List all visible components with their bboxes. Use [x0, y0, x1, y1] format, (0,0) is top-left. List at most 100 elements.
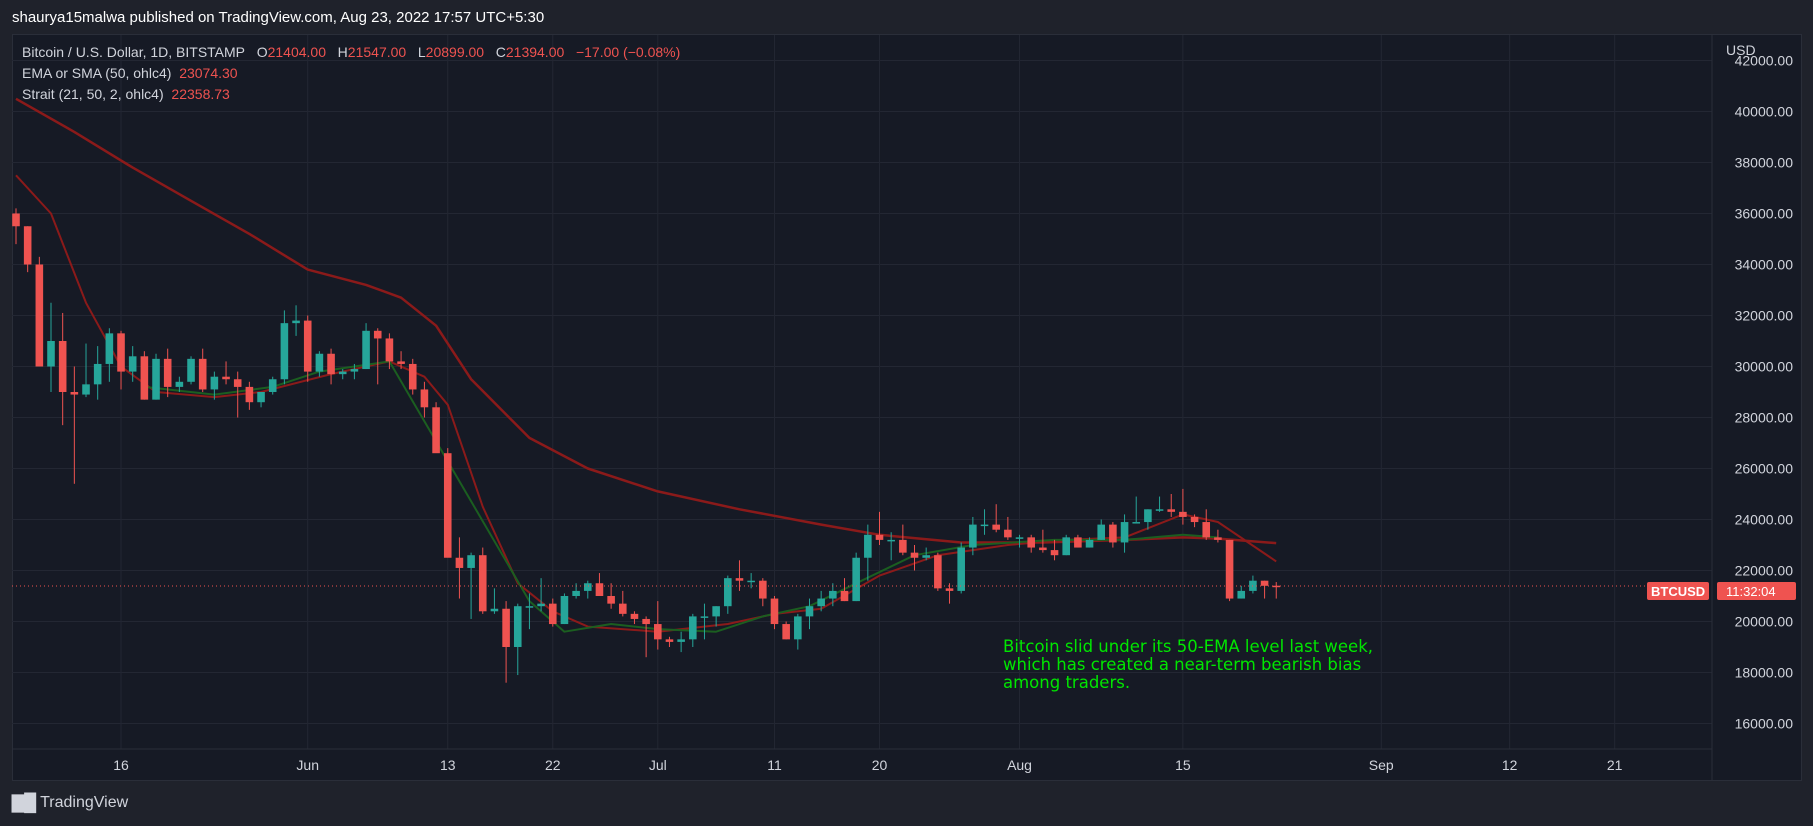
candle — [478, 547, 487, 614]
legend-strait-row[interactable]: Strait (21, 50, 2, ohlc4) 22358.73 — [22, 84, 680, 105]
candle — [1074, 534, 1082, 548]
indicator-line-2 — [144, 360, 1218, 633]
candle — [864, 524, 872, 581]
candle — [969, 516, 977, 556]
candle — [1004, 516, 1012, 540]
candle — [817, 590, 825, 612]
candle — [1132, 496, 1141, 524]
price-tick-label: 18000.00 — [1735, 665, 1794, 681]
candle — [350, 363, 359, 380]
candle — [163, 348, 172, 398]
candle-body — [735, 578, 744, 581]
chart-panel[interactable] — [12, 34, 1802, 781]
candle-body — [840, 590, 849, 602]
candle — [257, 392, 265, 408]
candle — [759, 578, 767, 607]
candle-body — [210, 376, 219, 390]
ema-label: EMA or SMA (50, ohlc4) — [22, 65, 172, 81]
candle — [455, 537, 464, 599]
candle — [1120, 514, 1129, 553]
candle — [23, 226, 32, 273]
candle-body — [198, 358, 207, 390]
candle — [899, 524, 907, 556]
candle — [700, 603, 709, 640]
candle-body — [829, 590, 837, 599]
candle — [548, 598, 557, 627]
candle-body — [945, 588, 954, 591]
candle — [128, 346, 137, 382]
candle-body — [864, 534, 872, 558]
candle — [910, 545, 919, 571]
candle — [1062, 534, 1070, 556]
candle — [689, 613, 697, 647]
candle-body — [397, 361, 405, 364]
candle-body — [93, 363, 102, 385]
candle-body — [1237, 590, 1246, 599]
candle-body — [420, 389, 429, 408]
candle — [922, 547, 930, 561]
candle-body — [327, 353, 335, 375]
candle-body — [140, 356, 149, 400]
candle — [58, 312, 67, 426]
price-tick-label: 40000.00 — [1735, 104, 1794, 120]
candle — [1085, 537, 1094, 548]
candles — [12, 208, 1281, 683]
candle-body — [1202, 522, 1211, 538]
candle-body — [583, 583, 592, 591]
candle-body — [455, 557, 464, 568]
legend-symbol-row: Bitcoin / U.S. Dollar, 1D, BITSTAMP O214… — [22, 42, 680, 63]
candle — [1179, 488, 1187, 525]
candle-body — [1039, 547, 1047, 551]
candle — [1249, 575, 1257, 594]
price-tick-label: 36000.00 — [1735, 206, 1794, 222]
candle — [140, 351, 149, 400]
currency-label: USD — [1726, 42, 1756, 58]
low-value: 20899.00 — [425, 44, 485, 60]
candle — [654, 601, 662, 650]
symbol-title[interactable]: Bitcoin / U.S. Dollar, 1D, BITSTAMP — [22, 44, 246, 60]
candle — [805, 598, 814, 630]
candle — [245, 381, 254, 410]
candle-body — [700, 616, 709, 618]
candle-body — [1109, 524, 1117, 543]
candle-body — [280, 323, 289, 380]
candle-body — [513, 606, 522, 647]
change-value: −17.00 (−0.08%) — [575, 44, 681, 60]
candle — [408, 358, 417, 395]
candle — [1190, 514, 1199, 528]
candle-body — [187, 358, 195, 382]
candle-body — [490, 608, 499, 612]
candle-body — [1225, 539, 1234, 599]
strait-label: Strait (21, 50, 2, ohlc4) — [22, 86, 164, 102]
legend-ema-row[interactable]: EMA or SMA (50, ohlc4) 23074.30 — [22, 63, 680, 84]
footer-brand[interactable]: ▇█ TradingView — [12, 793, 128, 813]
candle-body — [794, 616, 802, 640]
grid-lines — [12, 35, 1712, 749]
candle-body — [292, 320, 300, 324]
candle — [1214, 529, 1222, 543]
candle-body — [1062, 537, 1070, 556]
time-tick-label: 13 — [440, 757, 456, 773]
candle — [105, 328, 114, 382]
candle-body — [502, 608, 510, 647]
high-value: 21547.00 — [347, 44, 407, 60]
high-label: H — [337, 44, 348, 60]
time-tick-label: 21 — [1607, 757, 1623, 773]
candle — [1155, 496, 1164, 512]
candle — [618, 590, 627, 617]
candle-body — [35, 264, 44, 367]
price-tick-label: 34000.00 — [1735, 257, 1794, 273]
candle-body — [630, 613, 639, 619]
candle — [385, 333, 394, 370]
candle — [1015, 534, 1024, 548]
candle — [35, 256, 44, 367]
candle — [934, 552, 942, 591]
candle-body — [759, 580, 767, 599]
price-tag-countdown-bg — [1717, 582, 1796, 600]
candle — [677, 631, 685, 653]
indicator-line-1 — [15, 174, 1277, 633]
candle — [1027, 534, 1035, 553]
time-tick-label: 12 — [1502, 757, 1518, 773]
candle — [875, 511, 884, 545]
